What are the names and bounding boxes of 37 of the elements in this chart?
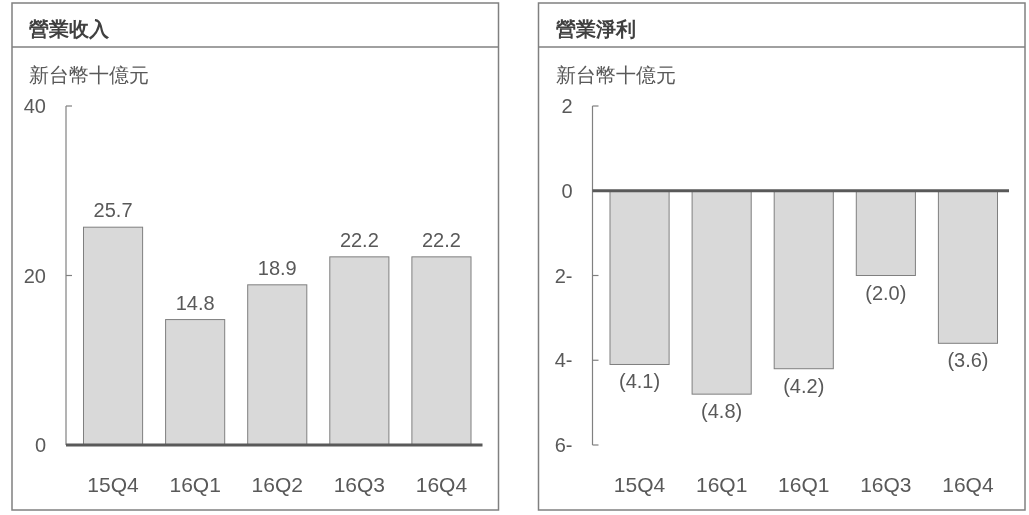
bar: [165, 319, 226, 446]
data-label: (2.0): [865, 281, 907, 304]
y-tick-label: 2-: [554, 264, 573, 287]
data-label: (3.6): [947, 349, 989, 372]
bar: [247, 284, 308, 446]
x-tick-label: 16Q1: [169, 473, 221, 496]
y-tick-label: 40: [23, 95, 46, 117]
y-axis-title: 新台幣十億元: [555, 63, 676, 87]
y-tick-label: 6-: [554, 434, 573, 456]
data-label: (4.8): [701, 400, 743, 423]
y-tick-label: 2: [561, 95, 573, 117]
data-label: 25.7: [93, 199, 133, 222]
data-label: 22.2: [339, 228, 379, 251]
y-tick-label: 0: [34, 434, 46, 456]
data-label: 22.2: [421, 228, 461, 251]
x-tick-label: 16Q4: [415, 473, 468, 496]
bar: [329, 256, 390, 446]
x-tick-label: 15Q4: [613, 473, 666, 496]
x-tick-label: 15Q4: [87, 473, 140, 496]
chart-title: 營業收入: [29, 18, 110, 40]
chart-title: 營業淨利: [555, 18, 636, 40]
bar: [411, 256, 472, 446]
bar: [82, 226, 144, 446]
x-tick-label: 16Q1: [778, 473, 830, 496]
y-tick-label: 0: [561, 179, 573, 202]
x-tick-label: 16Q1: [695, 473, 748, 496]
y-tick-label: 20: [23, 264, 46, 287]
data-label: (4.2): [783, 374, 825, 397]
y-axis-title: 新台幣十億元: [29, 63, 149, 87]
data-label: (4.1): [618, 370, 661, 393]
x-tick-label: 16Q4: [942, 473, 994, 496]
data-label: 18.9: [257, 256, 297, 279]
x-tick-label: 16Q2: [251, 473, 303, 496]
data-label: 14.8: [175, 291, 215, 314]
x-tick-label: 16Q3: [860, 473, 912, 496]
y-tick-label: 4-: [554, 349, 573, 372]
x-tick-label: 16Q3: [333, 473, 386, 496]
